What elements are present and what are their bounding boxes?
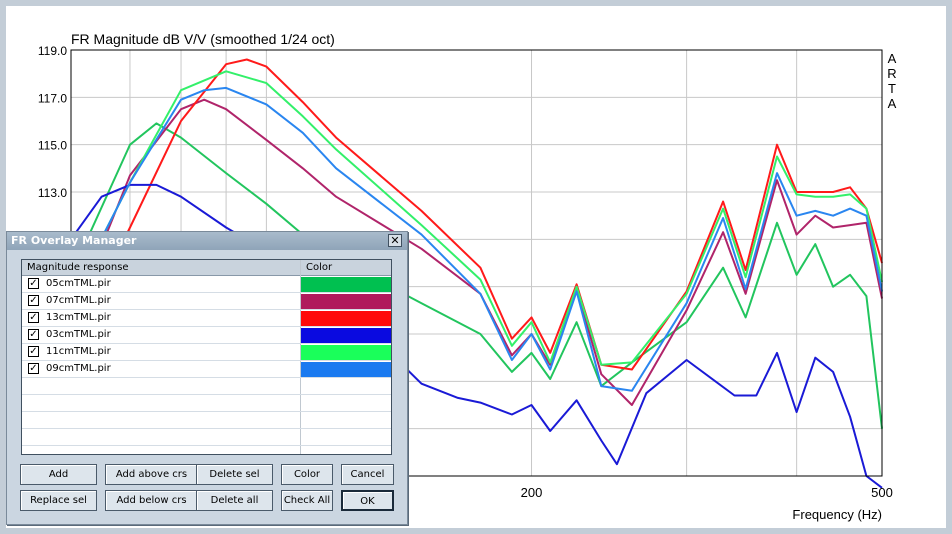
watermark-letter: A: [888, 51, 897, 66]
overlay-color-swatch[interactable]: [301, 328, 391, 343]
overlay-row[interactable]: ✓ 11cmTML.pir: [22, 344, 391, 361]
overlay-color-swatch[interactable]: [301, 294, 391, 309]
check-all-button[interactable]: Check All: [281, 490, 333, 511]
overlay-row-empty: [22, 429, 391, 446]
y-tick-label: 117.0: [38, 91, 67, 105]
delete-all-button[interactable]: Delete all: [196, 490, 273, 511]
series-line-4: [70, 183, 883, 489]
watermark-letter: R: [887, 66, 896, 81]
x-tick-label: 500: [871, 485, 893, 500]
add-above-crs-button[interactable]: Add above crs: [105, 464, 198, 485]
delete-sel-button[interactable]: Delete sel: [196, 464, 273, 485]
series-line-3: [70, 58, 883, 371]
add-button[interactable]: Add: [20, 464, 97, 485]
column-separator: [300, 260, 301, 454]
color-button[interactable]: Color: [281, 464, 333, 485]
overlay-color-swatch[interactable]: [301, 362, 391, 377]
overlay-file-name: 07cmTML.pir: [46, 295, 111, 306]
series-line-1: [70, 122, 883, 429]
overlay-checkbox[interactable]: ✓: [28, 346, 39, 357]
overlay-row[interactable]: ✓ 09cmTML.pir: [22, 361, 391, 378]
dialog-title-bar[interactable]: FR Overlay Manager ✕: [7, 232, 407, 250]
overlay-list[interactable]: Magnitude response Color ✓ 05cmTML.pir ✓ 07…: [21, 259, 392, 455]
series-line-6: [70, 86, 883, 392]
overlay-file-name: 05cmTML.pir: [46, 278, 111, 289]
fr-overlay-manager-dialog: FR Overlay Manager ✕ Magnitude response …: [6, 231, 408, 525]
y-tick-label: 115.0: [38, 139, 67, 153]
overlay-file-name: 11cmTML.pir: [46, 346, 111, 357]
close-button[interactable]: ✕: [388, 234, 402, 247]
overlay-row-empty: [22, 378, 391, 395]
overlay-row[interactable]: ✓ 03cmTML.pir: [22, 327, 391, 344]
overlay-checkbox[interactable]: ✓: [28, 278, 39, 289]
y-tick-label: 113.0: [38, 186, 67, 200]
overlay-checkbox[interactable]: ✓: [28, 363, 39, 374]
x-axis-label: Frequency (Hz): [792, 507, 882, 522]
chart-title: FR Magnitude dB V/V (smoothed 1/24 oct): [71, 31, 335, 47]
overlay-checkbox[interactable]: ✓: [28, 312, 39, 323]
overlay-row-empty: [22, 412, 391, 429]
add-below-crs-button[interactable]: Add below crs: [105, 490, 198, 511]
x-tick-label: 200: [521, 485, 543, 500]
overlay-checkbox[interactable]: ✓: [28, 329, 39, 340]
ok-button[interactable]: OK: [341, 490, 394, 511]
series-line-5: [70, 70, 883, 366]
overlay-checkbox[interactable]: ✓: [28, 295, 39, 306]
column-header-magnitude-response[interactable]: Magnitude response: [22, 260, 300, 276]
cancel-button[interactable]: Cancel: [341, 464, 394, 485]
overlay-row[interactable]: ✓ 07cmTML.pir: [22, 293, 391, 310]
overlay-color-swatch[interactable]: [301, 277, 391, 292]
overlay-file-name: 03cmTML.pir: [46, 329, 111, 340]
overlay-file-name: 13cmTML.pir: [46, 312, 111, 323]
column-header-color[interactable]: Color: [300, 260, 391, 276]
overlay-row[interactable]: ✓ 13cmTML.pir: [22, 310, 391, 327]
watermark-letter: T: [888, 81, 896, 96]
overlay-color-swatch[interactable]: [301, 311, 391, 326]
chart-series-group: [70, 58, 883, 489]
overlay-row-empty: [22, 395, 391, 412]
watermark-letter: A: [888, 96, 897, 111]
overlay-color-swatch[interactable]: [301, 345, 391, 360]
overlay-file-name: 09cmTML.pir: [46, 363, 111, 374]
overlay-row[interactable]: ✓ 05cmTML.pir: [22, 276, 391, 293]
close-icon: ✕: [390, 234, 400, 247]
replace-sel-button[interactable]: Replace sel: [20, 490, 97, 511]
y-tick-label: 119.0: [38, 44, 67, 58]
dialog-title: FR Overlay Manager: [11, 234, 137, 247]
